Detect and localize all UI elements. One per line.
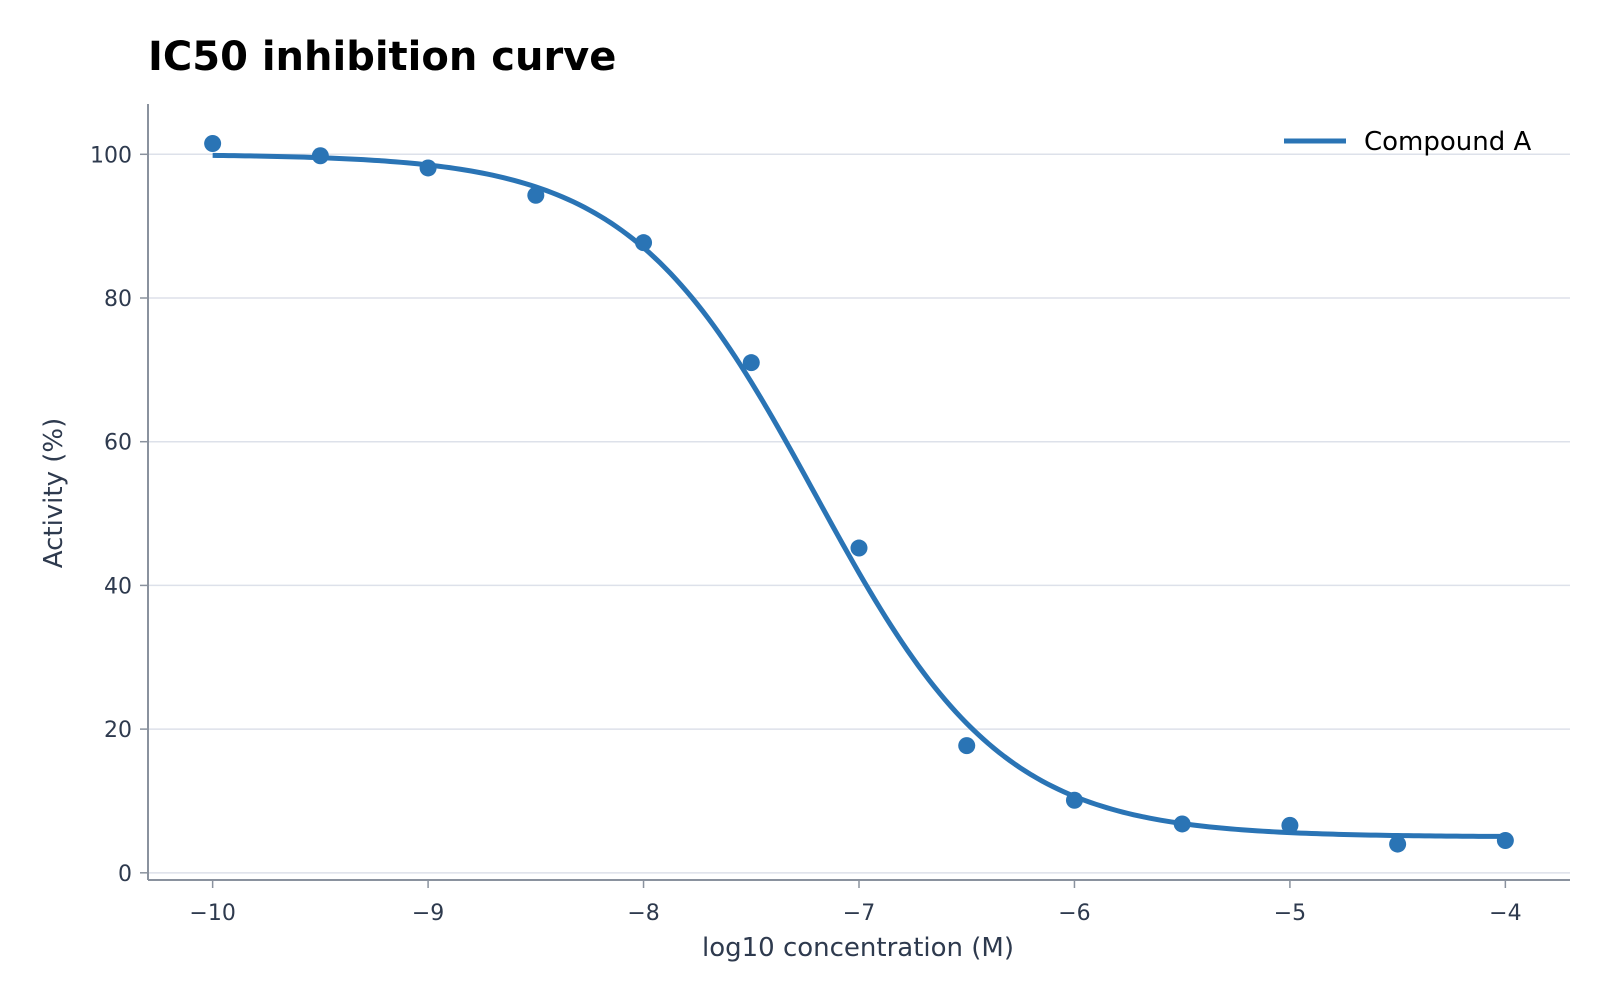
y-tick-label: 0	[118, 862, 132, 887]
x-tick-label: −10	[189, 901, 235, 926]
data-point	[1065, 791, 1083, 809]
y-tick-label: 80	[104, 287, 132, 312]
data-point	[311, 147, 329, 165]
x-tick-label: −7	[843, 901, 875, 926]
data-point	[958, 737, 976, 755]
fit-curve-layer	[212, 152, 1506, 839]
ticks: 0 20 40 60 80 100 −10 −9 −8 −7 −6 −5 −4	[90, 143, 1522, 926]
x-axis-label: log10 concentration (M)	[702, 933, 1014, 963]
data-point	[419, 159, 437, 177]
x-tick-label: −9	[412, 901, 444, 926]
data-point	[1281, 816, 1299, 834]
legend-label-compound-a: Compound A	[1364, 127, 1532, 157]
data-points	[204, 135, 1514, 853]
chart-title: IC50 inhibition curve	[148, 34, 616, 80]
x-tick-label: −6	[1058, 901, 1090, 926]
x-tick-label: −4	[1489, 901, 1521, 926]
data-point	[1389, 835, 1407, 853]
data-point	[850, 539, 868, 557]
y-tick-label: 100	[90, 143, 132, 168]
axes	[147, 104, 1570, 881]
data-point	[635, 234, 653, 252]
y-axis-label: Activity (%)	[39, 418, 69, 569]
data-point	[742, 354, 760, 372]
y-tick-label: 40	[104, 574, 132, 599]
y-tick-label: 20	[104, 718, 132, 743]
x-tick-label: −5	[1274, 901, 1306, 926]
x-tick-label: −8	[627, 901, 659, 926]
gridlines	[148, 153, 1570, 874]
data-point	[204, 135, 222, 153]
legend: Compound A	[1284, 127, 1532, 157]
data-point	[527, 186, 545, 204]
data-point	[1496, 831, 1514, 849]
y-tick-label: 60	[104, 431, 132, 456]
data-point	[1173, 815, 1191, 833]
fit-curve-compound-a	[212, 152, 1506, 839]
